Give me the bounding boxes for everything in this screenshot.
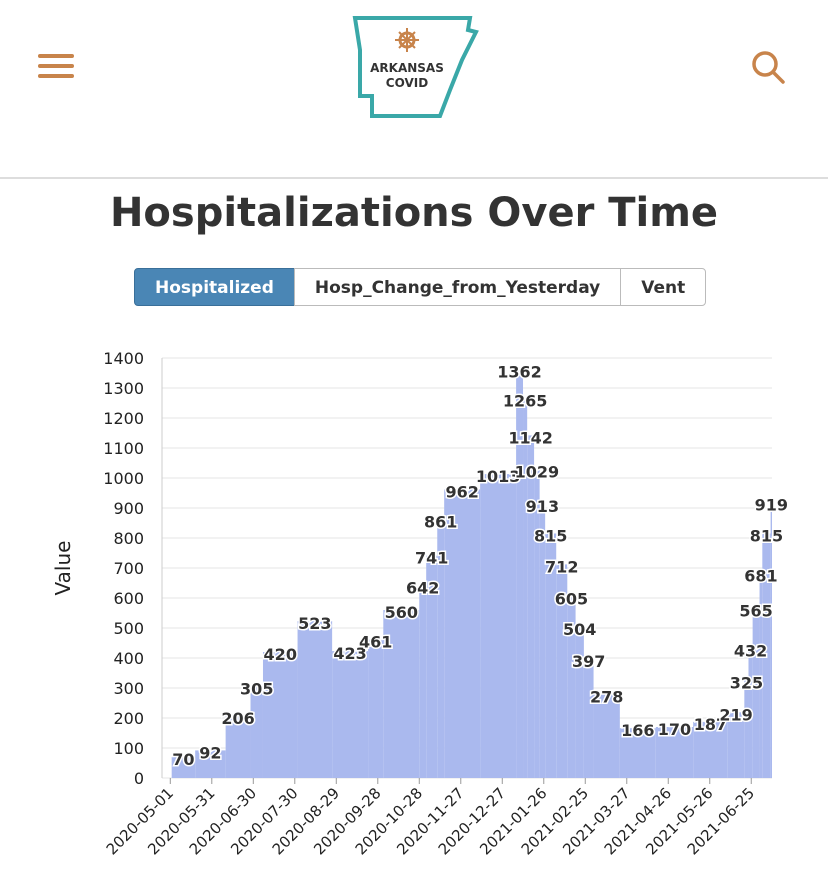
bar	[426, 555, 438, 778]
y-tick-label: 1200	[103, 409, 144, 428]
data-label: 170	[658, 720, 691, 739]
data-label: 1029	[515, 462, 560, 481]
y-tick-label: 500	[113, 619, 144, 638]
bar	[195, 750, 226, 778]
bar	[368, 639, 384, 778]
bar	[545, 533, 557, 778]
y-tick-label: 900	[113, 499, 144, 518]
bar	[567, 596, 576, 778]
data-label: 504	[563, 620, 596, 639]
bar	[444, 489, 481, 778]
bar	[727, 712, 745, 778]
bar	[262, 652, 298, 778]
data-label: 92	[199, 743, 221, 762]
data-label: 420	[264, 645, 297, 664]
bar	[297, 621, 333, 778]
data-label: 397	[572, 652, 605, 671]
data-label: 962	[445, 482, 478, 501]
data-label: 681	[744, 567, 777, 586]
data-label: 861	[424, 513, 457, 532]
y-tick-label: 1400	[103, 349, 144, 368]
bar	[770, 502, 772, 778]
data-label: 1265	[503, 392, 548, 411]
bar	[332, 651, 369, 778]
bar	[437, 519, 445, 778]
tab[interactable]: Vent	[620, 268, 707, 306]
bar	[225, 716, 251, 778]
bar	[748, 648, 753, 778]
bar	[516, 369, 524, 778]
bar	[556, 564, 568, 778]
bar	[693, 721, 728, 778]
header: ARKANSAS COVID	[0, 16, 828, 179]
data-label: 1013	[476, 467, 521, 486]
y-tick-label: 1300	[103, 379, 144, 398]
logo[interactable]: ARKANSAS COVID	[352, 16, 479, 118]
data-label: 206	[221, 709, 254, 728]
bar	[752, 608, 760, 778]
bar	[759, 573, 763, 778]
bar	[250, 686, 263, 778]
bar	[593, 694, 620, 778]
data-label: 913	[526, 497, 559, 516]
data-label: 560	[385, 603, 418, 622]
bar	[534, 469, 540, 778]
y-tick-label: 0	[134, 769, 144, 788]
data-label: 741	[415, 549, 448, 568]
tab[interactable]: Hospitalized	[134, 268, 295, 306]
bar	[523, 398, 528, 778]
y-tick-label: 200	[113, 709, 144, 728]
data-label: 187	[694, 715, 727, 734]
page-title: Hospitalizations Over Time	[109, 190, 719, 236]
search-icon[interactable]	[752, 51, 785, 84]
y-tick-label: 800	[113, 529, 144, 548]
bar	[480, 474, 517, 778]
menu-icon[interactable]	[38, 54, 74, 78]
tab[interactable]: Hosp_Change_from_Yesterday	[293, 268, 622, 306]
bar	[655, 727, 694, 778]
data-label: 523	[298, 614, 331, 633]
y-tick-label: 400	[113, 649, 144, 668]
data-label: 642	[406, 578, 439, 597]
bar	[383, 610, 420, 778]
y-tick-label: 600	[113, 589, 144, 608]
y-tick-label: 100	[113, 739, 144, 758]
data-label: 605	[555, 590, 588, 609]
data-label: 432	[734, 641, 767, 660]
data-label: 219	[719, 705, 752, 724]
bar	[419, 585, 427, 778]
data-label: 325	[730, 674, 763, 693]
y-axis-label: Value	[51, 541, 75, 596]
bar	[619, 728, 656, 778]
data-label: 1362	[497, 362, 542, 381]
y-tick-label: 700	[113, 559, 144, 578]
y-tick-label: 300	[113, 679, 144, 698]
y-tick-label: 1000	[103, 469, 144, 488]
bar	[583, 658, 594, 778]
bar	[527, 435, 535, 778]
data-label: 565	[739, 602, 772, 621]
bar	[762, 533, 771, 778]
logo-text: ARKANSAS	[370, 61, 444, 75]
data-label: 919	[755, 495, 788, 514]
data-label: 166	[621, 721, 654, 740]
data-label: 278	[590, 688, 623, 707]
chart: Value 0 100 200 300 400 500 600 700 800 900 1000 11…	[51, 349, 790, 858]
bar	[575, 626, 584, 778]
y-tick-label: 1100	[103, 439, 144, 458]
data-label: 815	[534, 527, 567, 546]
bar	[744, 680, 749, 778]
data-label: 305	[240, 680, 273, 699]
data-label: 712	[545, 557, 578, 576]
data-label: 1142	[508, 428, 553, 447]
bar	[539, 504, 546, 778]
data-label: 423	[333, 644, 366, 663]
logo-text: COVID	[386, 76, 428, 90]
data-label: 461	[359, 633, 392, 652]
data-label: 70	[172, 750, 194, 769]
data-label: 815	[750, 527, 783, 546]
tab-bar: Hospitalized Hosp_Change_from_Yesterday …	[134, 268, 707, 306]
bar	[171, 757, 196, 778]
